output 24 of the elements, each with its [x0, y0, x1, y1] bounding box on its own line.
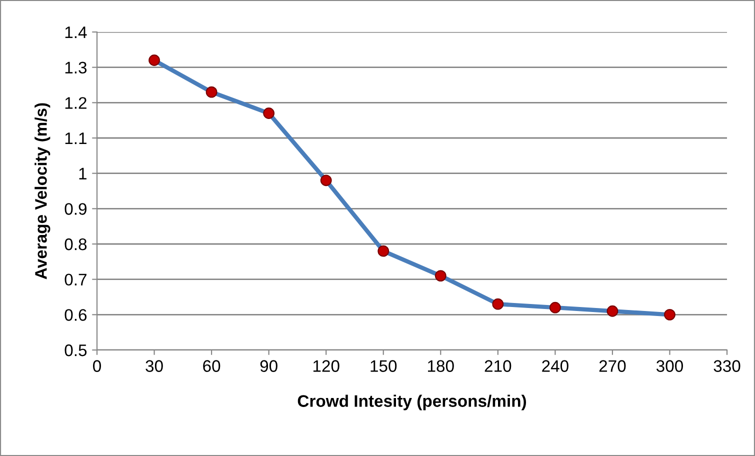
x-tick-label: 120 [313, 360, 340, 372]
x-tick-label: 210 [484, 360, 512, 372]
y-tick-label: 1 [79, 168, 86, 180]
x-tick-label: 240 [542, 360, 568, 372]
x-tick-label: 30 [146, 360, 163, 372]
x-tick-label: 150 [370, 360, 397, 372]
y-tick-label: 1.1 [65, 132, 86, 144]
x-tick-label: 90 [260, 360, 278, 372]
y-tick-label: 0.7 [64, 274, 86, 286]
x-tick-label: 180 [428, 360, 454, 372]
x-tick-label: 330 [714, 360, 740, 372]
y-tick-label: 0.9 [64, 203, 86, 215]
x-tick-label: 60 [203, 360, 220, 372]
x-axis-title: Crowd Intesity (persons/min) [298, 394, 526, 410]
y-tick-label: 0.5 [64, 344, 87, 356]
y-tick-label: 0.8 [64, 238, 87, 250]
y-tick-label: 1.4 [65, 26, 87, 38]
x-tick-label: 270 [599, 360, 626, 372]
x-tick-label: 0 [93, 360, 101, 372]
y-tick-label: 0.6 [64, 309, 87, 321]
y-tick-label: 1.2 [65, 97, 86, 109]
y-tick-label: 1.3 [65, 62, 87, 74]
x-tick-label: 300 [656, 360, 683, 372]
y-axis-title: Average Velocity (m/s) [34, 103, 50, 280]
